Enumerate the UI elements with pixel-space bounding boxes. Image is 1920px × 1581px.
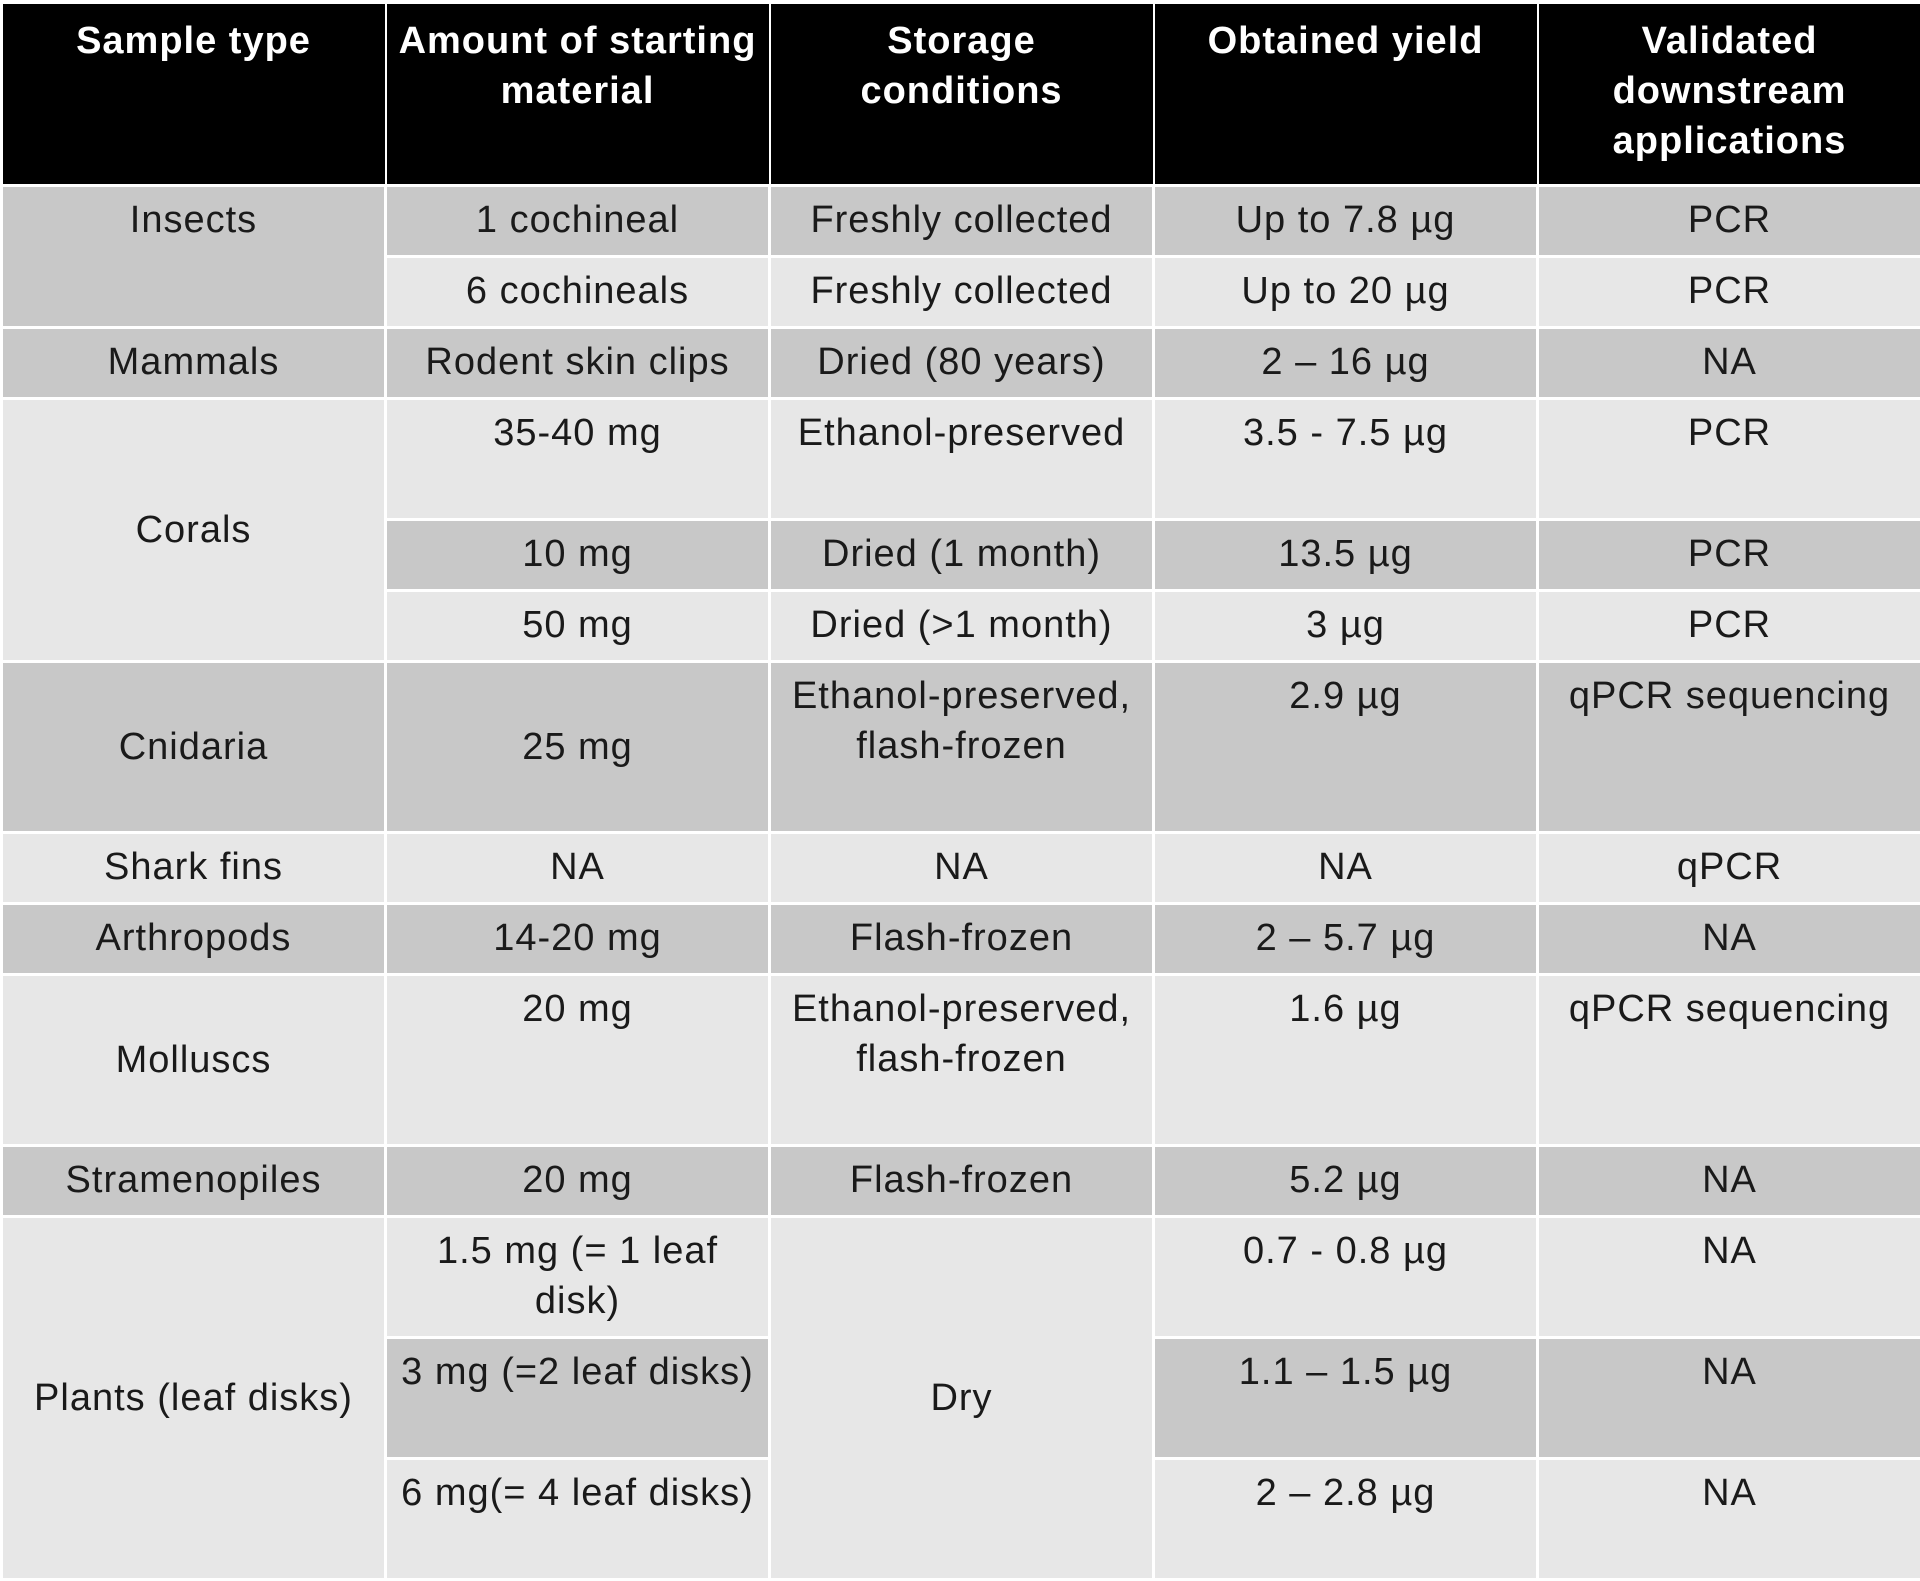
cell-amount: 50 mg — [386, 591, 770, 662]
cell-storage: Dried (>1 month) — [770, 591, 1154, 662]
cell-yield: 2.9 µg — [1154, 662, 1538, 833]
table-row: Stramenopiles 20 mg Flash-frozen 5.2 µg … — [2, 1146, 1920, 1217]
cell-yield: 0.7 - 0.8 µg — [1154, 1217, 1538, 1338]
cell-storage: Dried (80 years) — [770, 328, 1154, 399]
cell-application: qPCR — [1538, 833, 1920, 904]
cell-yield: 1.6 µg — [1154, 975, 1538, 1146]
cell-amount: 14-20 mg — [386, 904, 770, 975]
header-storage: Storage conditions — [770, 4, 1154, 184]
cell-sample-type: Insects — [2, 186, 386, 328]
header-sample-type: Sample type — [2, 4, 386, 184]
table-body: Insects 1 cochineal Freshly collected Up… — [2, 184, 1920, 1580]
table-row: Cnidaria 25 mg Ethanol-preserved, flash-… — [2, 662, 1920, 833]
cell-storage: NA — [770, 833, 1154, 904]
table-row: Shark fins NA NA NA qPCR — [2, 833, 1920, 904]
header-row: Sample type Amount of starting material … — [2, 4, 1920, 184]
cell-amount: Rodent skin clips — [386, 328, 770, 399]
cell-application: NA — [1538, 1217, 1920, 1338]
table-container: Sample type Amount of starting material … — [0, 4, 1920, 1581]
cell-sample-type: Cnidaria — [2, 662, 386, 833]
cell-storage: Flash-frozen — [770, 1146, 1154, 1217]
cell-yield: 2 – 16 µg — [1154, 328, 1538, 399]
cell-amount: 20 mg — [386, 1146, 770, 1217]
cell-yield: NA — [1154, 833, 1538, 904]
cell-sample-type: Stramenopiles — [2, 1146, 386, 1217]
cell-storage: Freshly collected — [770, 186, 1154, 257]
cell-application: NA — [1538, 1146, 1920, 1217]
cell-yield: 13.5 µg — [1154, 520, 1538, 591]
header-applications: Validated downstream applications — [1538, 4, 1920, 184]
table-row: Arthropods 14-20 mg Flash-frozen 2 – 5.7… — [2, 904, 1920, 975]
table-row: Mammals Rodent skin clips Dried (80 year… — [2, 328, 1920, 399]
cell-application: PCR — [1538, 186, 1920, 257]
cell-amount: 6 cochineals — [386, 257, 770, 328]
cell-application: qPCR sequencing — [1538, 662, 1920, 833]
cell-storage: Freshly collected — [770, 257, 1154, 328]
cell-amount: 6 mg(= 4 leaf disks) — [386, 1459, 770, 1580]
cell-amount: NA — [386, 833, 770, 904]
cell-application: NA — [1538, 328, 1920, 399]
cell-yield: Up to 7.8 µg — [1154, 186, 1538, 257]
cell-amount: 10 mg — [386, 520, 770, 591]
cell-storage: Dried (1 month) — [770, 520, 1154, 591]
cell-sample-type: Shark fins — [2, 833, 386, 904]
cell-sample-type: Mammals — [2, 328, 386, 399]
table-row: Insects 1 cochineal Freshly collected Up… — [2, 186, 1920, 257]
cell-application: PCR — [1538, 399, 1920, 520]
table-row: Plants (leaf disks) 1.5 mg (= 1 leaf dis… — [2, 1217, 1920, 1338]
cell-storage: Flash-frozen — [770, 904, 1154, 975]
header-yield: Obtained yield — [1154, 4, 1538, 184]
table-row: Corals 35-40 mg Ethanol-preserved 3.5 - … — [2, 399, 1920, 520]
dna-extraction-table: Sample type Amount of starting material … — [0, 4, 1920, 1581]
cell-amount: 3 mg (=2 leaf disks) — [386, 1338, 770, 1459]
header-amount: Amount of starting material — [386, 4, 770, 184]
cell-storage: Dry — [770, 1217, 1154, 1580]
cell-yield: Up to 20 µg — [1154, 257, 1538, 328]
cell-yield: 2 – 5.7 µg — [1154, 904, 1538, 975]
cell-yield: 1.1 – 1.5 µg — [1154, 1338, 1538, 1459]
table-header: Sample type Amount of starting material … — [2, 4, 1920, 184]
cell-amount: 1 cochineal — [386, 186, 770, 257]
cell-application: NA — [1538, 1338, 1920, 1459]
table-row: Molluscs 20 mg Ethanol-preserved, flash-… — [2, 975, 1920, 1146]
cell-sample-type: Plants (leaf disks) — [2, 1217, 386, 1580]
cell-yield: 3 µg — [1154, 591, 1538, 662]
cell-amount: 1.5 mg (= 1 leaf disk) — [386, 1217, 770, 1338]
cell-yield: 5.2 µg — [1154, 1146, 1538, 1217]
cell-application: qPCR sequencing — [1538, 975, 1920, 1146]
cell-sample-type: Molluscs — [2, 975, 386, 1146]
cell-amount: 25 mg — [386, 662, 770, 833]
cell-amount: 20 mg — [386, 975, 770, 1146]
cell-application: PCR — [1538, 520, 1920, 591]
cell-yield: 3.5 - 7.5 µg — [1154, 399, 1538, 520]
cell-storage: Ethanol-preserved — [770, 399, 1154, 520]
cell-application: NA — [1538, 904, 1920, 975]
cell-storage: Ethanol-preserved, flash-frozen — [770, 662, 1154, 833]
cell-application: PCR — [1538, 257, 1920, 328]
cell-yield: 2 – 2.8 µg — [1154, 1459, 1538, 1580]
cell-sample-type: Arthropods — [2, 904, 386, 975]
cell-storage: Ethanol-preserved, flash-frozen — [770, 975, 1154, 1146]
cell-application: PCR — [1538, 591, 1920, 662]
cell-amount: 35-40 mg — [386, 399, 770, 520]
cell-sample-type: Corals — [2, 399, 386, 662]
cell-application: NA — [1538, 1459, 1920, 1580]
